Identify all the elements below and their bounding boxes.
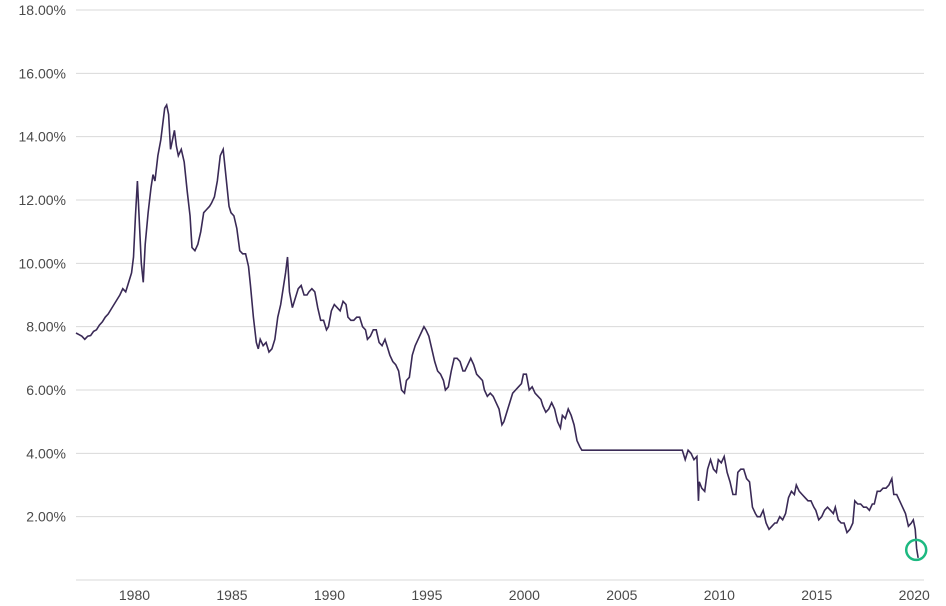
y-tick-label: 2.00% <box>26 509 66 525</box>
x-tick-label: 2010 <box>704 587 735 603</box>
chart-container: { "chart": { "type": "line", "width": 94… <box>0 0 946 606</box>
x-tick-label: 1985 <box>216 587 247 603</box>
x-tick-label: 2020 <box>899 587 930 603</box>
y-tick-label: 4.00% <box>26 445 66 461</box>
x-tick-label: 2015 <box>801 587 832 603</box>
y-tick-label: 14.00% <box>19 129 66 145</box>
x-tick-label: 2000 <box>509 587 540 603</box>
y-tick-label: 8.00% <box>26 319 66 335</box>
y-tick-label: 6.00% <box>26 382 66 398</box>
plot-bg <box>0 0 946 606</box>
y-tick-label: 18.00% <box>19 2 66 18</box>
y-tick-label: 16.00% <box>19 65 66 81</box>
x-tick-label: 2005 <box>606 587 637 603</box>
x-tick-label: 1995 <box>411 587 442 603</box>
x-tick-label: 1980 <box>119 587 150 603</box>
y-tick-label: 12.00% <box>19 192 66 208</box>
y-tick-label: 10.00% <box>19 255 66 271</box>
x-tick-label: 1990 <box>314 587 345 603</box>
line-chart: 2.00% 4.00% 6.00% 8.00% 10.00% 12.00% 14.00% 16… <box>0 0 946 606</box>
